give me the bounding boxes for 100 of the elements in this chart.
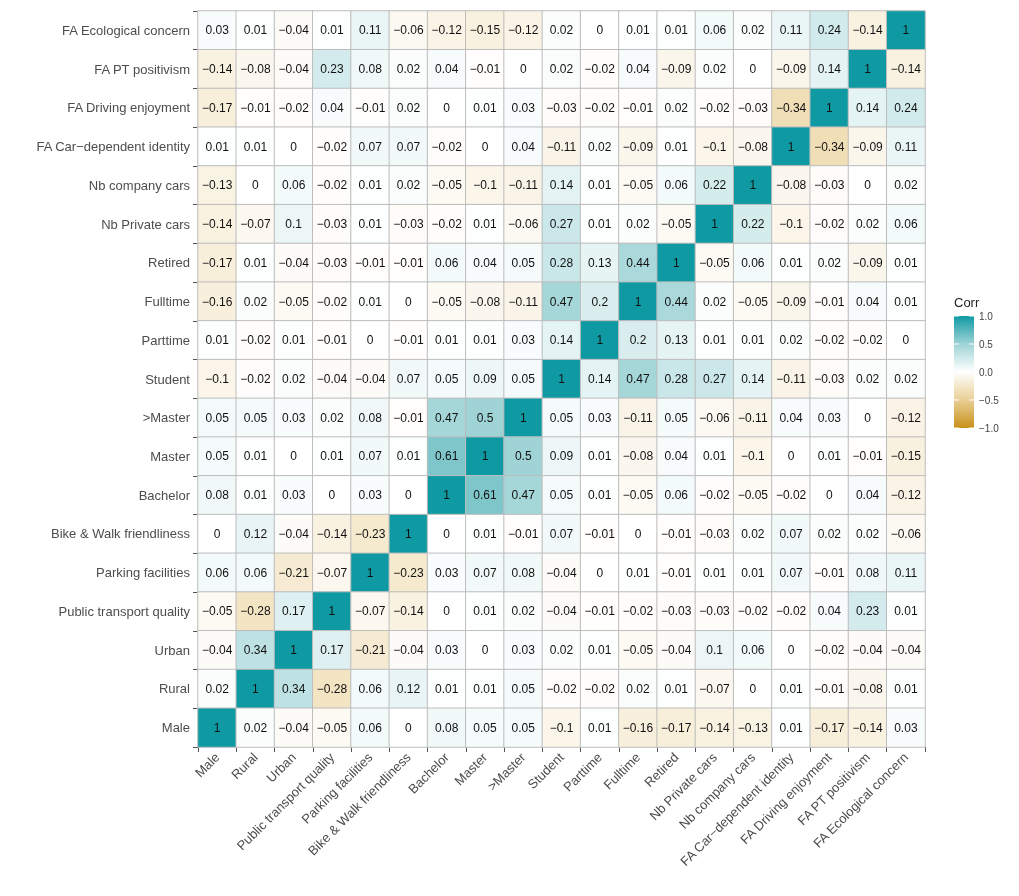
data-label: 0.01 [588,449,612,464]
data-label: 0.02 [320,410,344,425]
data-label: 0.01 [894,255,918,270]
data-label: −0.02 [316,294,348,309]
data-label: 0.02 [702,62,727,77]
y-tick-label: Nb company cars [88,177,191,193]
data-label: 0.02 [243,294,268,309]
data-label: 0.01 [473,526,497,541]
data-label: 0.01 [473,333,497,348]
data-label: 0.06 [894,217,918,232]
data-label: −0.05 [201,604,233,619]
data-label: 0 [290,139,298,154]
data-label: −0.02 [622,604,654,619]
data-label: 0.01 [779,720,804,735]
data-label: 0.44 [626,255,651,270]
data-label: −0.03 [316,217,348,232]
data-label: 0 [864,178,872,193]
data-label: 0.07 [396,372,421,386]
data-label: 0 [290,449,298,464]
data-label: −0.02 [431,217,463,232]
data-label: 0.01 [817,449,842,464]
data-label: −0.04 [852,643,884,658]
data-label: 0 [443,526,451,541]
data-label: 0.02 [549,643,574,658]
data-label: −0.1 [473,178,498,193]
data-label: −0.04 [661,643,692,658]
data-label: −0.11 [738,410,768,425]
data-label: 0.11 [894,139,918,154]
y-tick-label: Bike & Walk friendliness [51,526,191,542]
data-label: 0 [213,526,221,541]
data-label: 0 [252,178,260,193]
data-label: 0.03 [511,100,536,115]
data-label: 0.02 [855,217,880,232]
data-label: 0.01 [664,139,689,154]
data-label: 0.02 [779,333,804,348]
data-label: 0.01 [358,294,383,309]
data-label: 1 [558,372,566,386]
data-label: 0.28 [549,255,574,270]
data-label: −0.04 [316,372,348,386]
data-label: 0.11 [779,23,803,38]
data-label: 0.02 [855,526,880,541]
data-label: −0.14 [393,604,424,619]
data-label: 0.01 [396,449,421,464]
data-label: −0.02 [814,643,845,658]
data-label: 0.07 [549,526,574,541]
data-label: 0.2 [591,294,609,309]
data-label: 0.23 [320,62,344,77]
data-label: 0.06 [358,720,383,735]
data-label: 0.02 [855,372,880,386]
data-label: −0.17 [814,720,845,735]
data-label: −0.03 [814,372,845,386]
data-label: 0.05 [511,681,536,696]
data-label: −0.06 [393,23,424,38]
data-label: 1 [672,255,680,270]
data-label: 0.07 [358,139,383,154]
data-label: −0.11 [623,410,654,425]
data-label: 0.06 [358,681,383,696]
data-label: 0.05 [511,720,536,735]
y-tick-label: Male [161,720,190,736]
data-label: 0.08 [358,410,383,425]
data-label: −0.28 [316,681,348,696]
data-label: −0.14 [699,720,731,735]
data-label: −0.1 [779,217,804,232]
data-label: 0.34 [281,681,306,696]
data-label: 0.03 [435,643,459,658]
y-tick-label: FA Ecological concern [62,22,190,38]
data-label: 0.02 [396,100,421,115]
y-tick-label: FA Car−dependent identity [36,139,191,155]
data-label: 0.01 [626,23,651,38]
data-label: −0.02 [775,488,807,503]
data-label: −0.09 [852,255,884,270]
data-label: −0.09 [661,62,692,77]
data-label: −0.02 [431,139,463,154]
data-label: 1 [213,720,221,735]
data-label: −0.01 [584,604,616,619]
data-label: 0.22 [741,217,765,232]
data-label: 0.01 [588,488,612,503]
data-label: 0.01 [664,681,689,696]
data-label: −0.05 [278,294,310,309]
data-label: 0.14 [549,178,574,193]
data-label: 0.01 [779,681,804,696]
data-label: −0.02 [316,139,348,154]
data-label: 0.01 [702,565,727,580]
data-label: 0.03 [817,410,842,425]
data-label: −0.02 [737,604,769,619]
data-label: 0.12 [243,526,268,541]
data-label: −0.11 [546,139,577,154]
data-label: 0.03 [435,565,459,580]
data-label: 0.02 [205,681,230,696]
data-label: −0.06 [699,410,731,425]
data-label: 0.05 [511,372,536,386]
data-label: 0.01 [588,720,612,735]
data-label: −0.02 [584,100,616,115]
data-label: 0.5 [476,410,494,425]
data-label: 1 [290,643,298,658]
data-label: −0.01 [622,100,654,115]
data-label: 0.05 [511,255,536,270]
data-label: 0 [634,526,642,541]
y-tick-label: FA PT positivism [94,61,190,77]
data-label: −0.04 [278,720,310,735]
